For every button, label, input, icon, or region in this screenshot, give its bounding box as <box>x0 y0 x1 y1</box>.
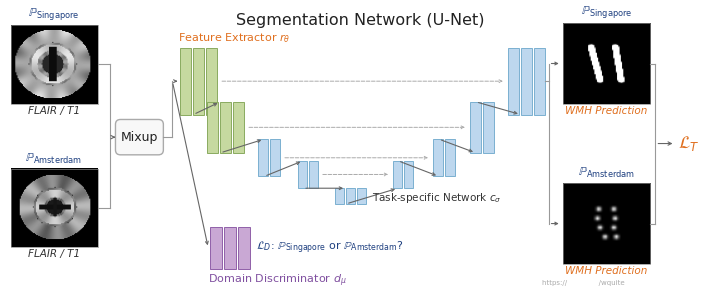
Bar <box>562 183 651 264</box>
Bar <box>298 161 307 188</box>
Text: $\mathbb{P}_{\mathrm{Singapore}}$: $\mathbb{P}_{\mathrm{Singapore}}$ <box>28 6 80 22</box>
FancyBboxPatch shape <box>115 119 163 155</box>
Bar <box>470 102 481 153</box>
Text: $\mathbb{P}_{\mathrm{Amsterdam}}$: $\mathbb{P}_{\mathrm{Amsterdam}}$ <box>26 151 83 166</box>
Text: Mixup: Mixup <box>121 131 158 144</box>
Bar <box>210 228 222 269</box>
Text: Feature Extractor $r_{\theta}$: Feature Extractor $r_{\theta}$ <box>178 31 290 45</box>
Bar <box>534 48 545 115</box>
Bar <box>206 48 217 115</box>
Bar <box>562 23 651 104</box>
Bar <box>520 48 532 115</box>
Text: Domain Discriminator $d_{\mu}$: Domain Discriminator $d_{\mu}$ <box>209 273 347 289</box>
Bar <box>508 48 518 115</box>
Bar <box>393 161 402 188</box>
Bar <box>404 161 413 188</box>
Bar <box>207 102 219 153</box>
Text: $\mathcal{L}_T$: $\mathcal{L}_T$ <box>679 134 700 153</box>
Bar <box>194 48 204 115</box>
Text: $\mathcal{L}_D$: $\mathbb{P}_{\mathrm{Singapore}}$ or $\mathbb{P}_{\mathrm{Amste: $\mathcal{L}_D$: $\mathbb{P}_{\mathrm{Si… <box>256 240 404 256</box>
Bar <box>483 102 493 153</box>
Bar <box>445 139 455 176</box>
Bar <box>11 25 98 104</box>
Bar <box>309 161 318 188</box>
Text: FLAIR / T1: FLAIR / T1 <box>28 106 80 116</box>
Bar <box>239 228 250 269</box>
Text: FLAIR / T1: FLAIR / T1 <box>28 249 80 259</box>
Bar <box>357 188 366 204</box>
Text: WMH Prediction: WMH Prediction <box>565 106 648 116</box>
Text: https://              /wquite: https:// /wquite <box>542 280 624 286</box>
Bar <box>270 139 280 176</box>
Bar <box>234 102 244 153</box>
Text: Segmentation Network (U-Net): Segmentation Network (U-Net) <box>236 14 484 29</box>
Text: WMH Prediction: WMH Prediction <box>565 266 648 276</box>
Bar <box>11 168 98 247</box>
Bar <box>224 228 236 269</box>
Bar <box>180 48 192 115</box>
Bar <box>220 102 231 153</box>
Text: Task-specific Network $c_{\sigma}$: Task-specific Network $c_{\sigma}$ <box>372 191 501 205</box>
Bar <box>258 139 268 176</box>
Text: $\mathbb{P}_{\mathrm{Amsterdam}}$: $\mathbb{P}_{\mathrm{Amsterdam}}$ <box>578 166 635 180</box>
Bar <box>433 139 443 176</box>
Bar <box>335 188 344 204</box>
Bar <box>346 188 355 204</box>
Text: $\mathbb{P}_{\mathrm{Singapore}}$: $\mathbb{P}_{\mathrm{Singapore}}$ <box>581 4 632 20</box>
